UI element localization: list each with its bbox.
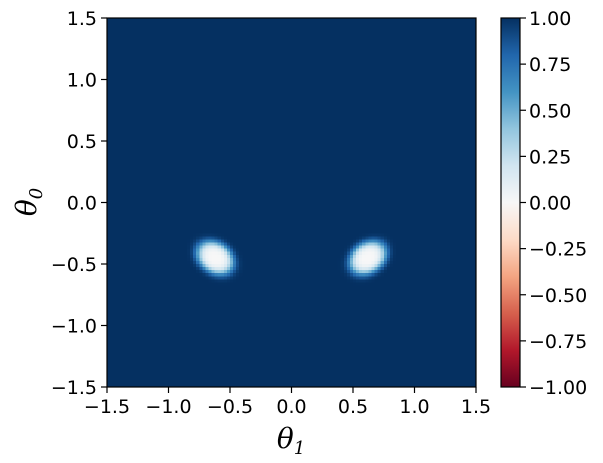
y-tick-label: −0.5: [51, 254, 97, 276]
heatmap-image: [107, 18, 476, 387]
colorbar-ticks: 1.00 0.75 0.50 0.25 0.00 −0.25 −0.50 −0.75 −1.00: [520, 8, 587, 399]
x-tick-label: 1.0: [399, 396, 429, 418]
colorbar-tick-label: 0.50: [529, 100, 571, 122]
y-tick-label: −1.0: [51, 316, 97, 338]
colorbar: 1.00 0.75 0.50 0.25 0.00 −0.25 −0.50 −0.75 −1.00: [500, 8, 587, 399]
x-tick-label: 0.5: [338, 396, 368, 418]
colorbar-tick-label: −0.75: [529, 331, 587, 353]
y-tick-label: 0.0: [67, 193, 97, 215]
colorbar-tick-label: −1.00: [529, 377, 587, 399]
y-tick-label: 0.5: [67, 131, 97, 153]
colorbar-tick-label: 0.75: [529, 54, 571, 76]
colorbar-tick-label: −0.50: [529, 285, 587, 307]
colorbar-tick-label: 0.00: [529, 193, 571, 215]
colorbar-tick-label: 1.00: [529, 8, 571, 30]
colorbar-tick-label: 0.25: [529, 146, 571, 168]
x-tick-label: −1.5: [84, 396, 130, 418]
colorbar-bar: [501, 18, 520, 387]
x-tick-label: 1.5: [461, 396, 491, 418]
y-tick-label: 1.5: [67, 8, 97, 30]
y-axis-label: θ0: [10, 188, 47, 216]
colorbar-tick-label: −0.25: [529, 239, 587, 261]
x-axis-label: θ1: [277, 422, 305, 459]
y-axis: −1.5 −1.0 −0.5 0.0 0.5 1.0 1.5: [51, 8, 107, 399]
heatmap-plot-area: [106, 17, 477, 388]
y-tick-label: 1.0: [67, 70, 97, 92]
x-tick-label: −0.5: [207, 396, 253, 418]
y-tick-label: −1.5: [51, 377, 97, 399]
x-tick-label: −1.0: [145, 396, 191, 418]
x-axis: −1.5 −1.0 −0.5 0.0 0.5 1.0 1.5: [84, 387, 491, 418]
x-tick-label: 0.0: [276, 396, 306, 418]
